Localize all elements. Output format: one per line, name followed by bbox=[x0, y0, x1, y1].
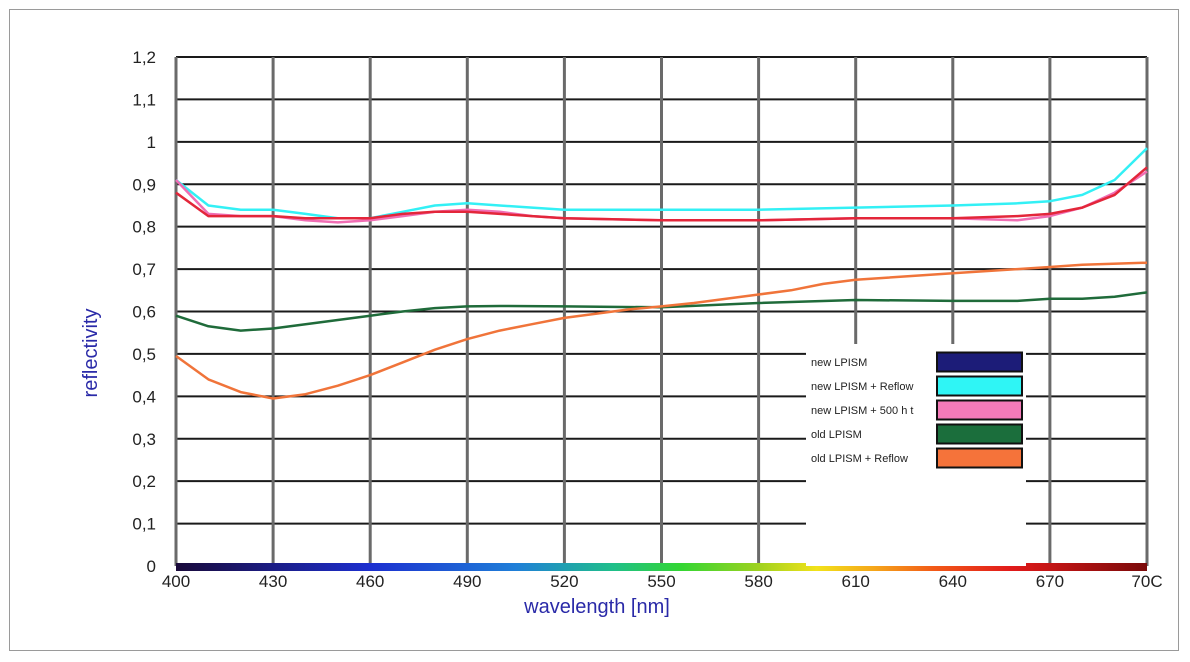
legend-label: old LPISM bbox=[811, 429, 862, 441]
legend-swatch bbox=[936, 399, 1023, 421]
legend-label: new LPISM + Reflow bbox=[811, 381, 913, 393]
legend-label: new LPISM bbox=[811, 357, 867, 369]
legend-label: new LPISM + 500 h t bbox=[811, 405, 913, 417]
y-tick-label: 0,9 bbox=[132, 175, 156, 194]
y-tick-label: 0,6 bbox=[132, 303, 156, 322]
y-tick-label: 0,7 bbox=[132, 260, 156, 279]
y-tick-label: 0,8 bbox=[132, 218, 156, 237]
x-tick-label: 580 bbox=[744, 572, 772, 591]
legend-swatch bbox=[936, 423, 1023, 445]
y-tick-label: 0,1 bbox=[132, 515, 156, 534]
y-axis-title: reflectivity bbox=[80, 309, 102, 398]
legend-swatch bbox=[936, 447, 1023, 469]
series-layer bbox=[175, 147, 1148, 400]
x-tick-label: 460 bbox=[356, 572, 384, 591]
x-tick-label: 400 bbox=[162, 572, 190, 591]
x-tick-label: 610 bbox=[842, 572, 870, 591]
y-tick-label: 1,1 bbox=[132, 90, 156, 109]
y-tick-label: 0,2 bbox=[132, 472, 156, 491]
spectrum-band bbox=[176, 563, 1147, 571]
legend-swatch bbox=[936, 351, 1023, 373]
series-line bbox=[175, 291, 1148, 332]
y-tick-label: 0 bbox=[147, 557, 156, 576]
legend: new LPISM new LPISM + Reflow new LPISM + 5… bbox=[806, 344, 1026, 566]
x-tick-label: 430 bbox=[259, 572, 287, 591]
x-tick-label: 490 bbox=[453, 572, 481, 591]
y-tick-label: 0,5 bbox=[132, 345, 156, 364]
x-tick-label: 670 bbox=[1036, 572, 1064, 591]
x-axis-title: wavelength [nm] bbox=[523, 596, 670, 618]
x-tick-label: 70C bbox=[1131, 572, 1162, 591]
x-tick-label: 640 bbox=[939, 572, 967, 591]
ticks-layer: 0 0,1 0,2 0,3 0,4 0,5 0,6 0,7 0,8 0,9 1 1,1 1,2 400 43… bbox=[132, 48, 1162, 591]
y-tick-label: 0,4 bbox=[132, 387, 156, 406]
y-tick-label: 1,2 bbox=[132, 48, 156, 67]
legend-swatch bbox=[936, 375, 1023, 397]
x-tick-label: 550 bbox=[647, 572, 675, 591]
series-line bbox=[175, 166, 1148, 222]
y-tick-label: 0,3 bbox=[132, 430, 156, 449]
series-line bbox=[175, 261, 1148, 400]
series-line bbox=[175, 147, 1148, 220]
x-tick-label: 520 bbox=[550, 572, 578, 591]
y-tick-label: 1 bbox=[147, 133, 156, 152]
legend-label: old LPISM + Reflow bbox=[811, 453, 908, 465]
